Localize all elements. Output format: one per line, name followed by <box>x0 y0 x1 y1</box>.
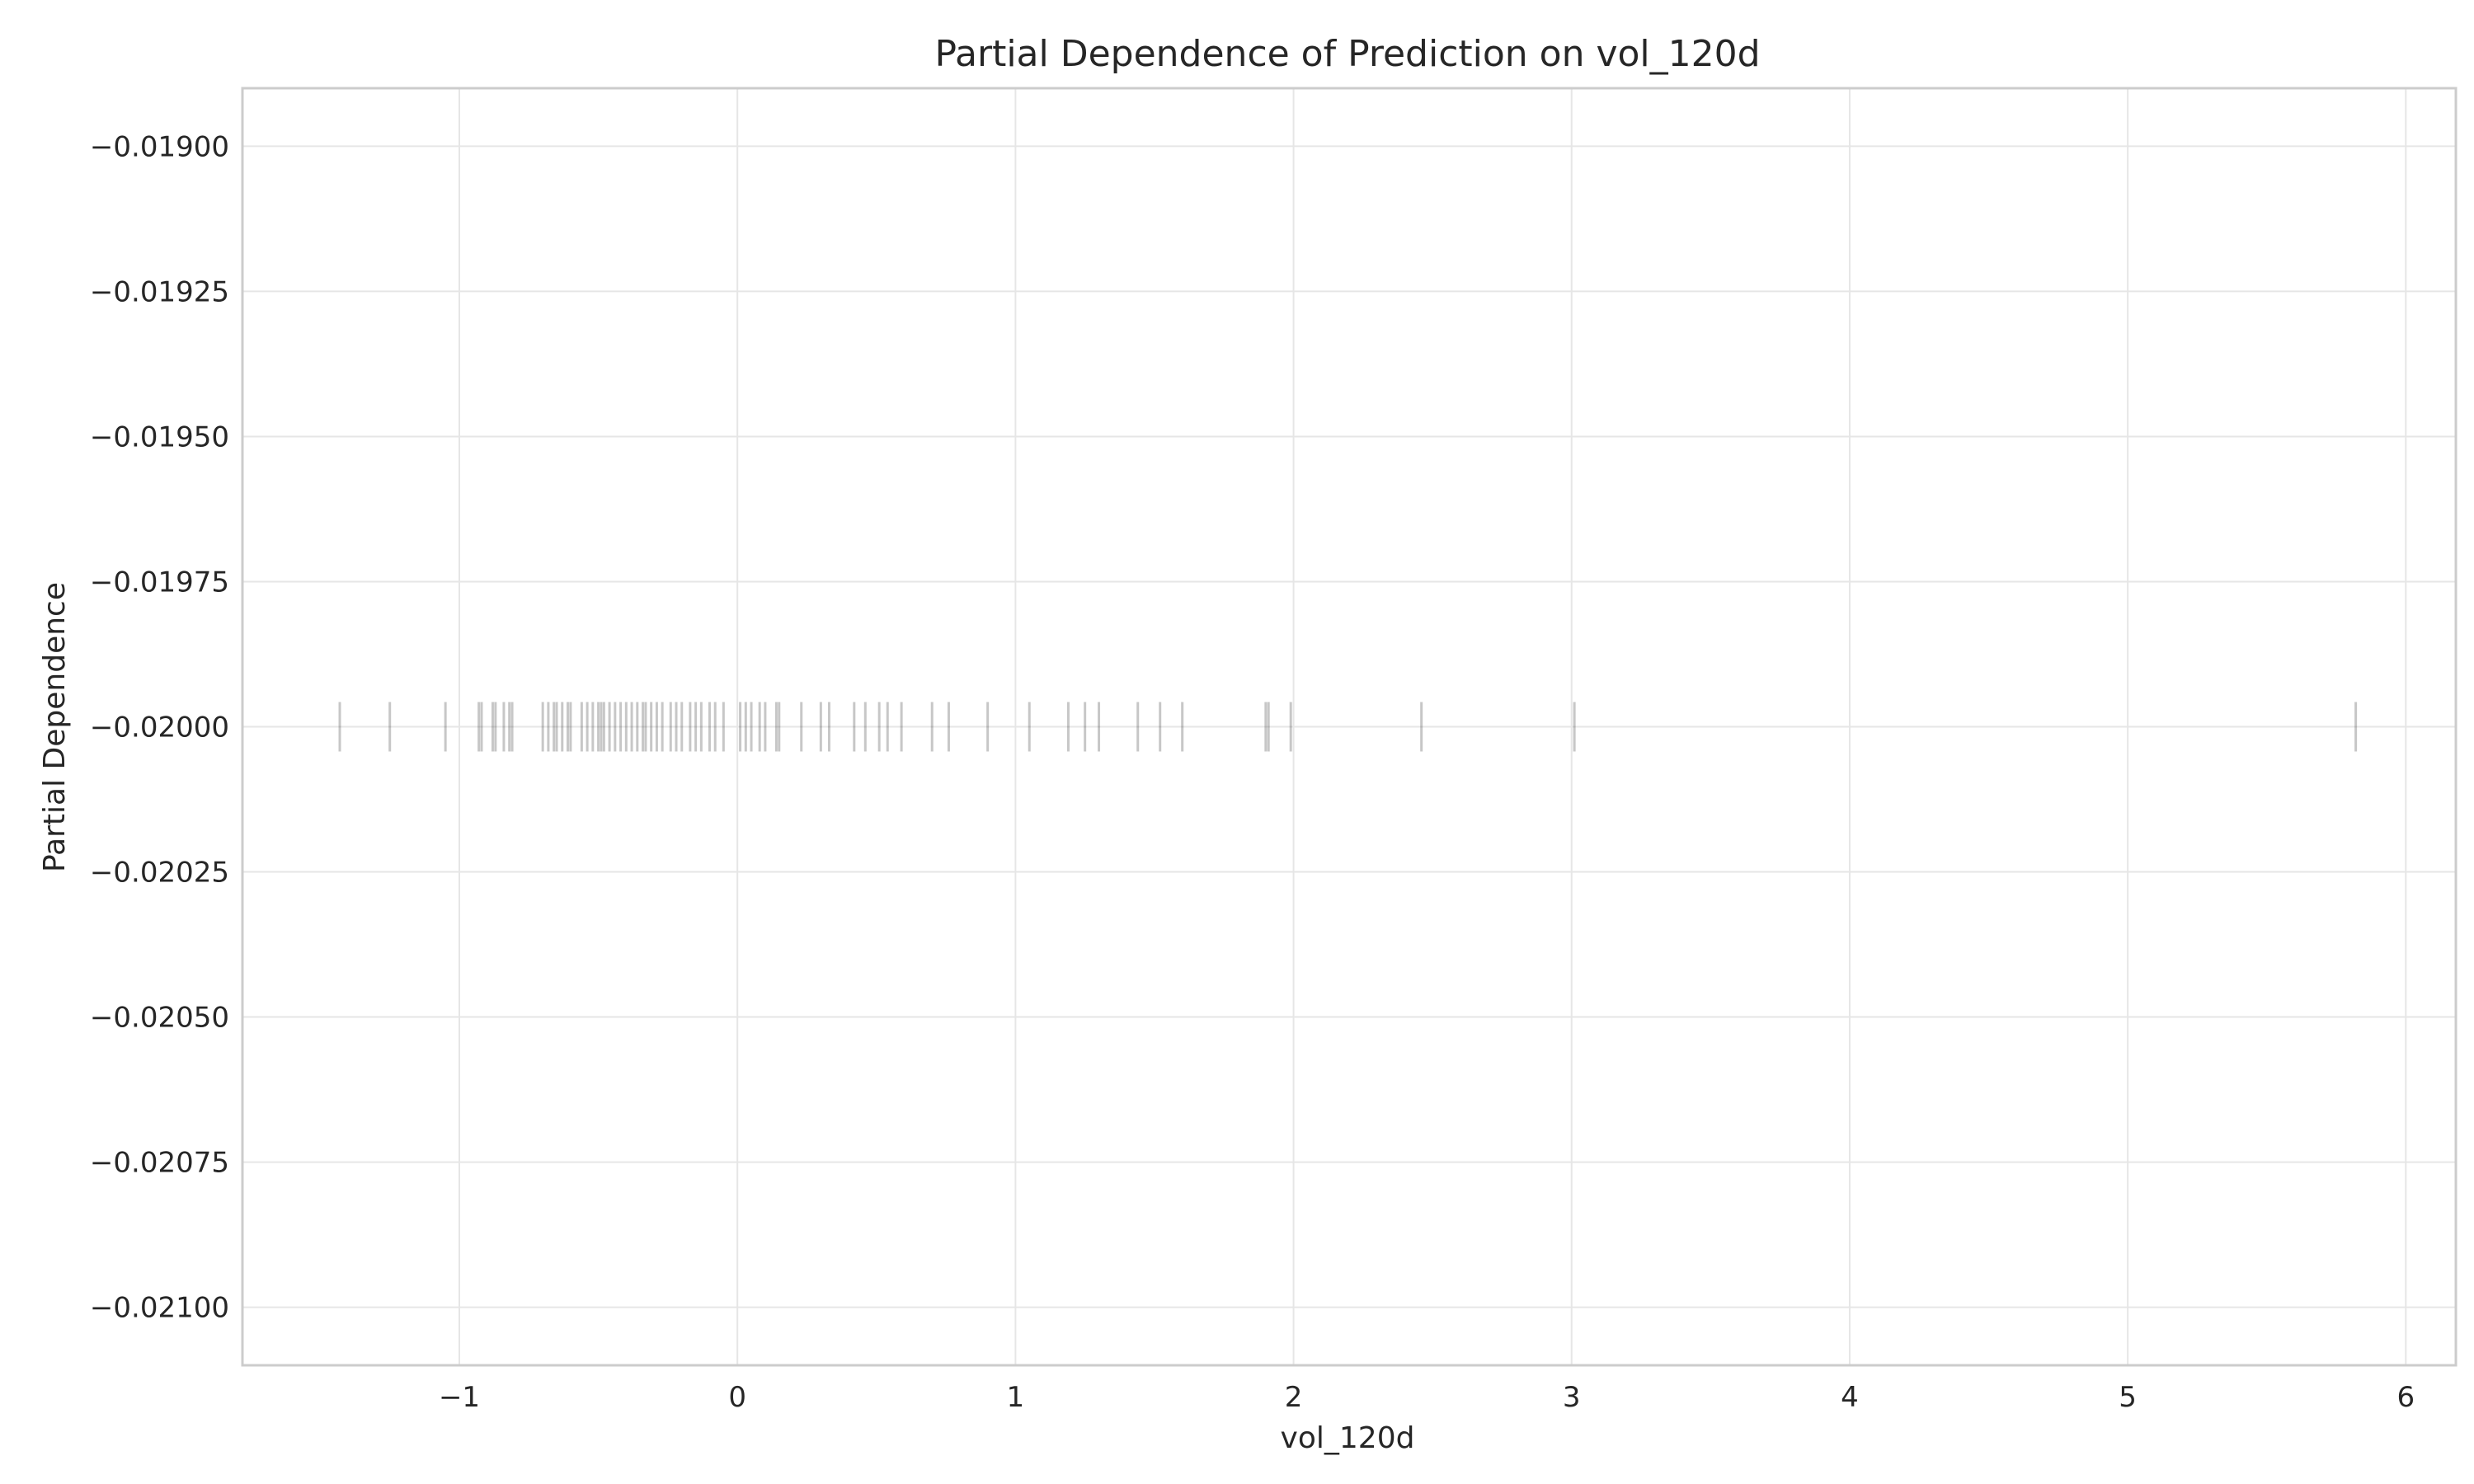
x-axis-label: vol_120d <box>1281 1421 1415 1455</box>
x-tick-label: 5 <box>2119 1381 2137 1414</box>
y-tick-label: −0.02100 <box>90 1292 229 1325</box>
x-tick-labels: −1 0 1 2 3 4 5 6 <box>439 1381 2415 1414</box>
grid-layer <box>242 88 2456 1365</box>
y-tick-labels: −0.01900 −0.01925 −0.01950 −0.01975 −0.02000… <box>90 130 229 1324</box>
plot-frame <box>241 87 2458 1367</box>
y-tick-label: −0.01950 <box>90 420 229 453</box>
x-tick-label: 3 <box>1563 1381 1581 1414</box>
x-tick-label: −1 <box>439 1381 480 1414</box>
x-tick-label: 6 <box>2396 1381 2415 1414</box>
x-tick-label: 2 <box>1285 1381 1303 1414</box>
y-tick-label: −0.02000 <box>90 711 229 744</box>
y-tick-label: −0.02075 <box>90 1147 229 1180</box>
y-tick-label: −0.02050 <box>90 1002 229 1035</box>
x-tick-label: 1 <box>1007 1381 1025 1414</box>
y-axis-label: Partial Dependence <box>38 582 72 872</box>
y-tick-label: −0.01900 <box>90 130 229 163</box>
x-tick-label: 0 <box>728 1381 746 1414</box>
y-tick-label: −0.02025 <box>90 857 229 890</box>
rug-layer <box>338 702 2358 752</box>
y-tick-label: −0.01975 <box>90 566 229 599</box>
y-tick-label: −0.01925 <box>90 275 229 308</box>
x-tick-label: 4 <box>1841 1381 1859 1414</box>
chart-title: Partial Dependence of Prediction on vol_… <box>934 33 1760 75</box>
